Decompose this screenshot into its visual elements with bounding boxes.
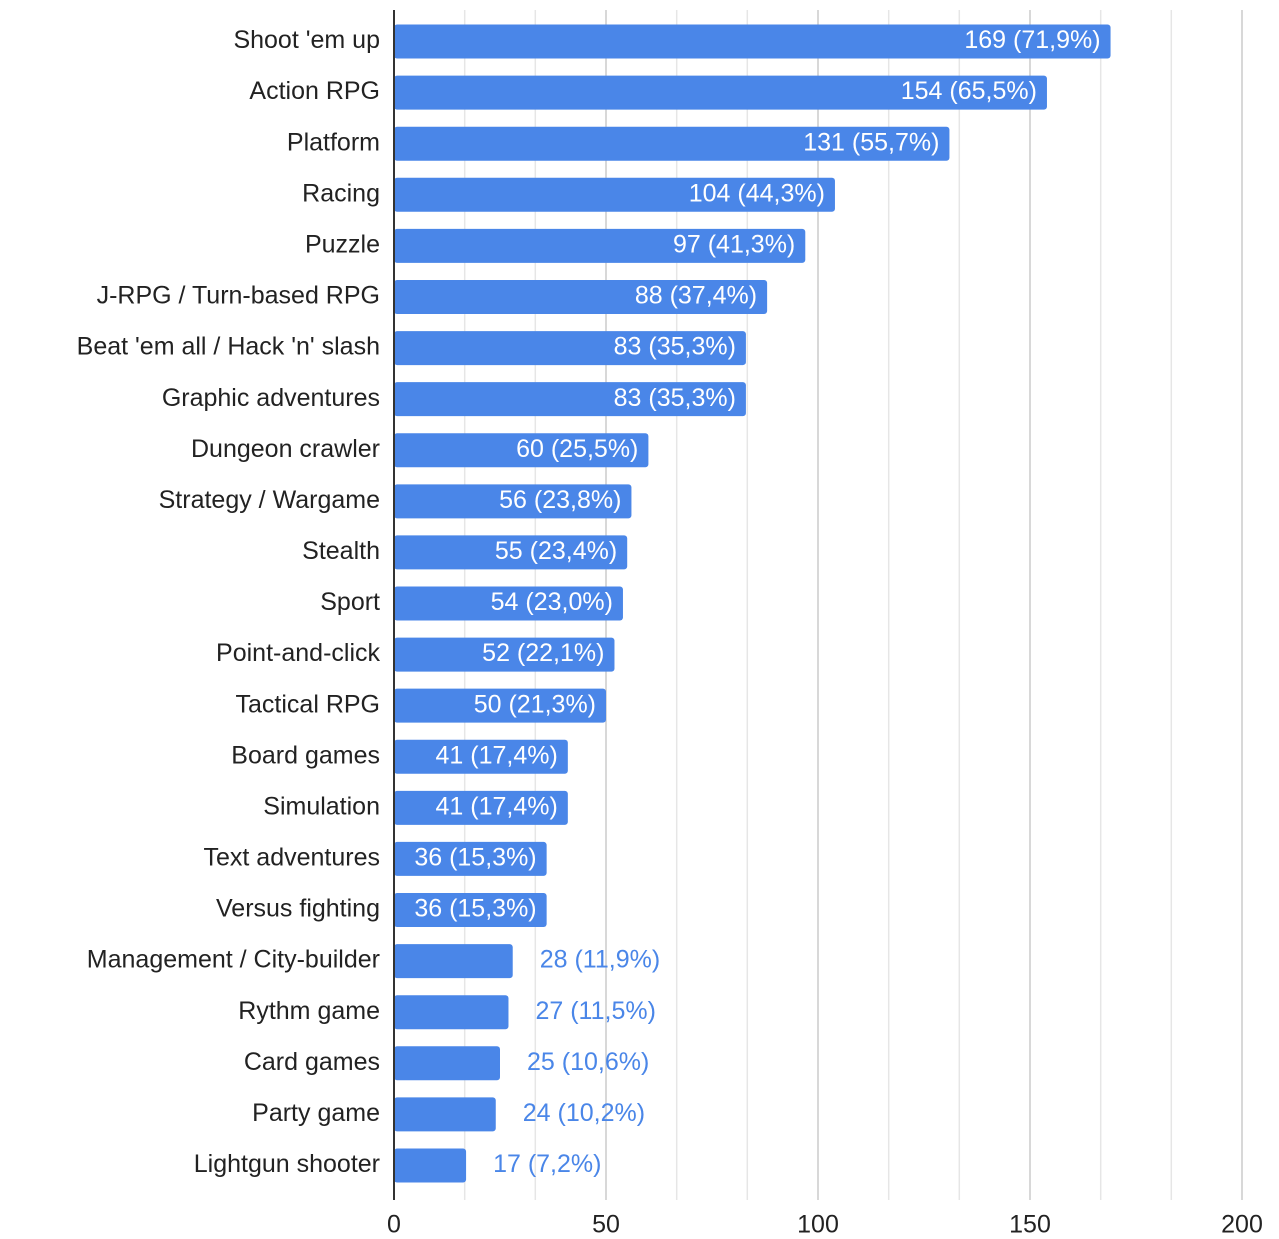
y-tick-label: Board games	[231, 741, 380, 769]
data-label: 55 (23,4%)	[495, 537, 617, 565]
bar	[394, 995, 509, 1030]
data-label: 54 (23,0%)	[491, 588, 613, 616]
y-tick-label: Party game	[252, 1099, 380, 1127]
data-label: 36 (15,3%)	[414, 844, 536, 872]
bar	[394, 841, 547, 876]
data-label: 60 (25,5%)	[516, 435, 638, 463]
y-tick-label: Graphic adventures	[162, 384, 380, 412]
data-label: 41 (17,4%)	[436, 792, 558, 820]
bar	[394, 1097, 496, 1132]
data-label: 50 (21,3%)	[474, 690, 596, 718]
bar	[394, 637, 615, 672]
y-tick-label: Beat 'em all / Hack 'n' slash	[77, 333, 380, 361]
data-label: 154 (65,5%)	[901, 77, 1037, 105]
data-label: 41 (17,4%)	[436, 741, 558, 769]
y-tick-label: Simulation	[263, 792, 380, 820]
y-tick-label: Dungeon crawler	[191, 435, 380, 463]
y-tick-label: Strategy / Wargame	[159, 486, 380, 514]
x-tick-label: 200	[1221, 1211, 1263, 1239]
data-label: 28 (11,9%)	[540, 946, 660, 974]
bar	[394, 535, 628, 570]
y-tick-label: Shoot 'em up	[233, 26, 380, 54]
data-label: 36 (15,3%)	[414, 895, 536, 923]
bar	[394, 382, 746, 417]
y-tick-label: J-RPG / Turn-based RPG	[97, 282, 380, 310]
bar	[394, 586, 623, 621]
data-label: 17 (7,2%)	[493, 1150, 601, 1178]
data-label: 83 (35,3%)	[614, 333, 736, 361]
bar	[394, 177, 835, 212]
y-tick-label: Text adventures	[204, 844, 381, 872]
y-tick-label: Card games	[244, 1048, 380, 1076]
y-tick-label: Puzzle	[305, 231, 380, 259]
y-tick-label: Management / City-builder	[87, 946, 380, 974]
y-tick-label: Sport	[320, 588, 380, 616]
bar	[394, 484, 632, 519]
y-tick-label: Racing	[302, 179, 380, 207]
data-label: 97 (41,3%)	[673, 231, 795, 259]
x-tick-label: 0	[387, 1211, 401, 1239]
bar	[394, 790, 568, 825]
y-tick-label: Stealth	[302, 537, 380, 565]
x-tick-label: 100	[797, 1211, 839, 1239]
data-label: 52 (22,1%)	[482, 639, 604, 667]
bar	[394, 433, 649, 468]
bar	[394, 944, 513, 979]
data-label: 104 (44,3%)	[689, 179, 825, 207]
y-tick-label: Lightgun shooter	[194, 1150, 380, 1178]
y-tick-label: Point-and-click	[216, 639, 380, 667]
data-label: 83 (35,3%)	[614, 384, 736, 412]
bar	[394, 331, 746, 366]
bar	[394, 1046, 500, 1081]
y-tick-label: Platform	[287, 128, 380, 156]
data-label: 131 (55,7%)	[803, 128, 939, 156]
x-tick-label: 150	[1009, 1211, 1051, 1239]
bar	[394, 126, 950, 161]
bar	[394, 893, 547, 928]
data-label: 25 (10,6%)	[527, 1048, 649, 1076]
bar	[394, 279, 768, 314]
y-tick-label: Tactical RPG	[236, 690, 380, 718]
bar	[394, 24, 1111, 59]
data-label: 27 (11,5%)	[535, 997, 655, 1025]
data-label: 24 (10,2%)	[523, 1099, 645, 1127]
y-tick-label: Rythm game	[238, 997, 380, 1025]
data-label: 56 (23,8%)	[499, 486, 621, 514]
bar	[394, 75, 1047, 110]
x-tick-label: 50	[592, 1211, 620, 1239]
bar	[394, 739, 568, 774]
data-label: 88 (37,4%)	[635, 282, 757, 310]
y-tick-label: Action RPG	[249, 77, 380, 105]
bar	[394, 688, 606, 723]
bar	[394, 228, 806, 263]
bar	[394, 1148, 467, 1183]
data-label: 169 (71,9%)	[964, 26, 1100, 54]
y-tick-label: Versus fighting	[216, 895, 380, 923]
